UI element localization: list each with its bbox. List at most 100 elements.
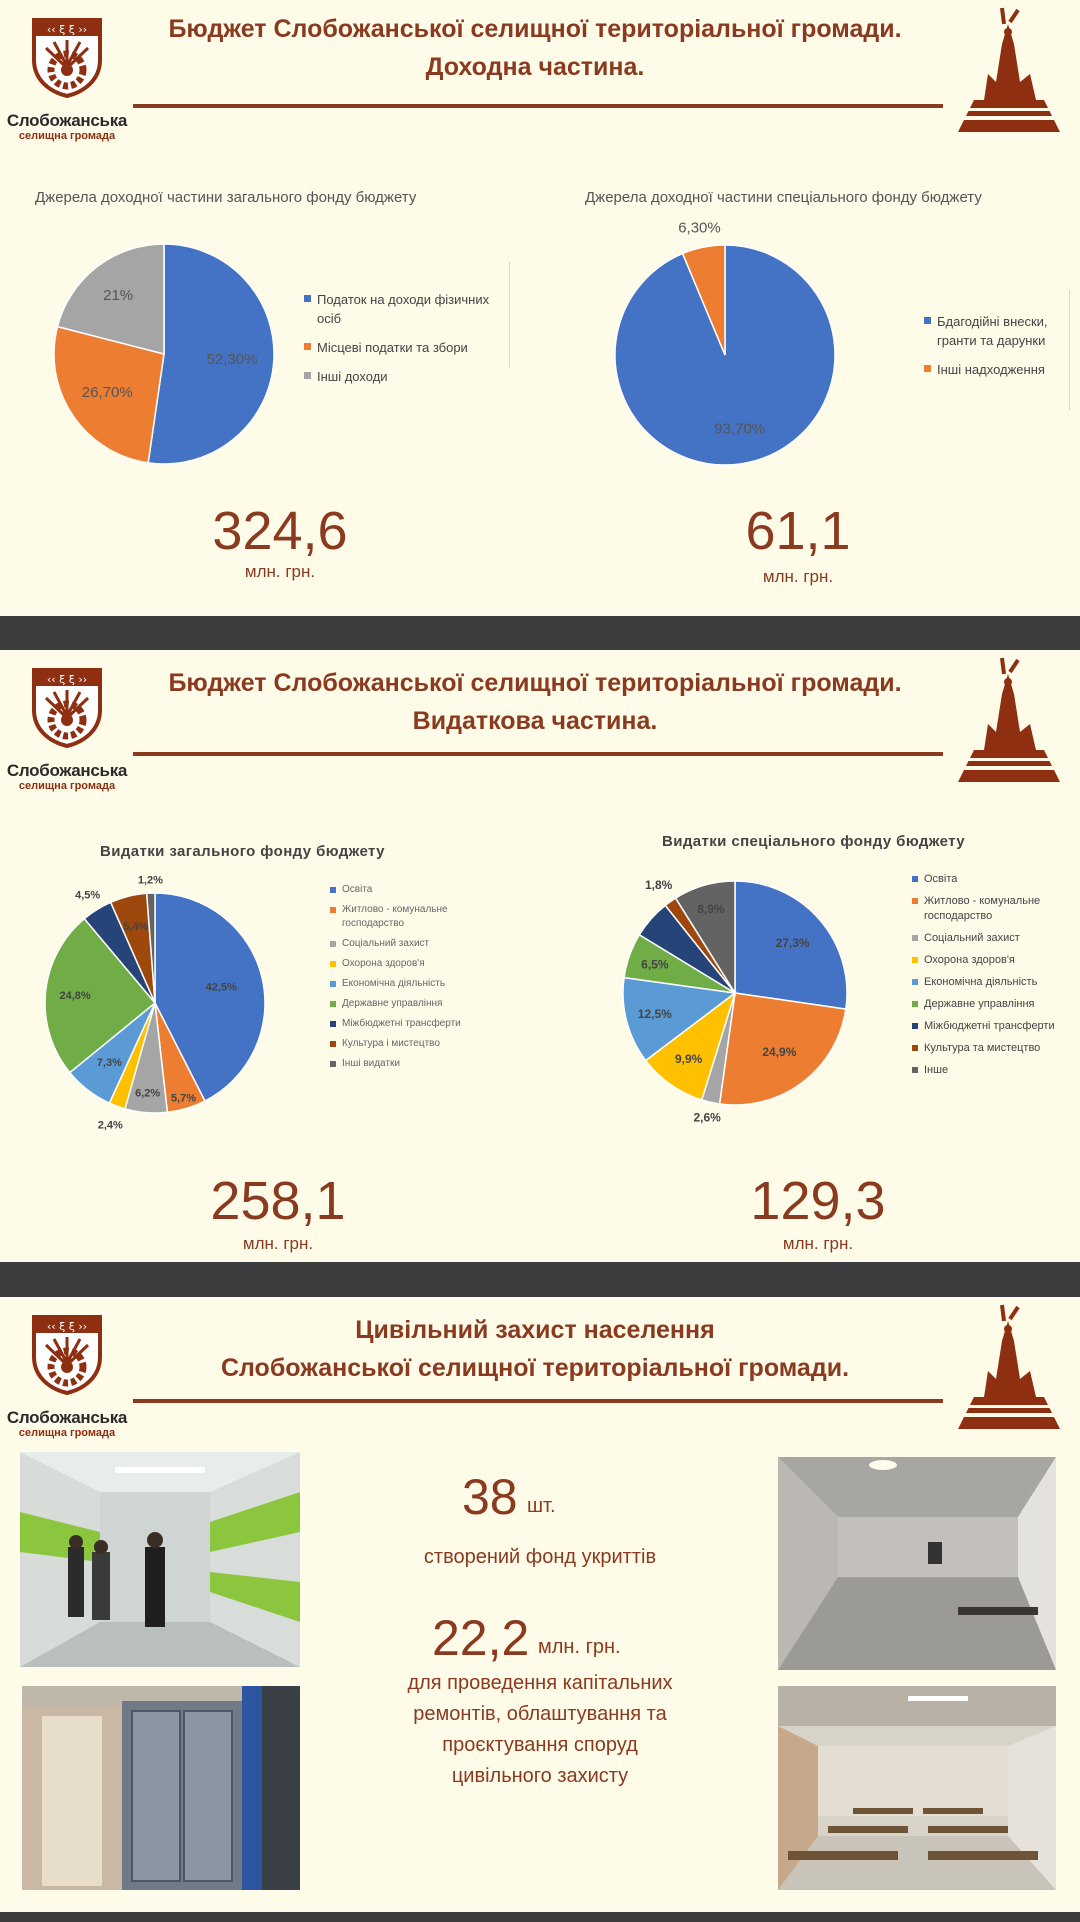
pie-chart-general-revenue: 52,30% 26,70% 21% xyxy=(53,243,275,465)
legend-divider xyxy=(509,262,510,368)
total-general-revenue: 324,6 xyxy=(212,501,348,561)
shelter-room-photo xyxy=(778,1457,1056,1670)
pie-slice xyxy=(674,880,736,996)
title-line-1: Бюджет Слобожанської селищної територіал… xyxy=(168,669,902,697)
title-line-2: Слобожанської селищної територіальної гр… xyxy=(220,1354,850,1382)
pie-slice xyxy=(718,992,847,1106)
total-unit: млн. грн. xyxy=(244,562,316,581)
caption-line: проєктування споруд xyxy=(442,1734,638,1756)
svg-text:‹‹ ξ ξ ››: ‹‹ ξ ξ ›› xyxy=(47,1320,87,1333)
total-special-revenue: 61,1 xyxy=(745,501,851,561)
legend-swatch xyxy=(912,1001,918,1007)
title-divider xyxy=(133,752,943,756)
data-label: 12,5% xyxy=(638,1007,672,1021)
legend-item: Житлово - комунальне господарство xyxy=(912,894,1077,924)
shelter-count-value: 38 xyxy=(462,1469,518,1525)
total-unit: млн. грн. xyxy=(782,1234,854,1253)
pie-slice xyxy=(44,917,157,1074)
legend-swatch xyxy=(330,1061,336,1067)
legend-swatch xyxy=(304,343,311,350)
total-special-expenditure: 129,3 xyxy=(750,1171,886,1231)
legend-swatch xyxy=(912,1067,918,1073)
data-label: 6,2% xyxy=(135,1088,160,1100)
legend-item: Бдагодійні внески, гранти та дарунки xyxy=(924,312,1074,350)
total-unit: млн. грн. xyxy=(242,1234,314,1253)
legend-item: Державне управління xyxy=(912,997,1077,1012)
legend-label: Міжбюджетні трансферти xyxy=(924,1020,1055,1032)
legend-item: Міжбюджетні трансферти xyxy=(912,1019,1077,1034)
legend-label: Податок на доходи фізичних осіб xyxy=(317,292,490,326)
legend-label: Культура та мистецтво xyxy=(924,1042,1041,1054)
shelter-count-unit: шт. xyxy=(527,1495,556,1517)
legend-item: Соціальний захист xyxy=(912,931,1077,946)
title-line-1: Цивільний захист населення xyxy=(355,1316,715,1344)
logo-subtitle: селищна громада xyxy=(18,780,116,792)
chart-title: Видатки спеціального фонду бюджету xyxy=(662,833,965,850)
pie-chart-special-revenue: 93,70% 6,30% xyxy=(614,220,836,466)
legend-item: Економічна діяльність xyxy=(912,975,1077,990)
legend-item: Економічна діяльність xyxy=(330,977,480,991)
slide-expenditure: ‹‹ ξ ξ ›› Слобожанська селищна громада Б… xyxy=(0,650,1080,1262)
total-unit: млн. грн. xyxy=(762,567,834,586)
legend-label: Інші доходи xyxy=(317,369,388,384)
caption-line: для проведення капітальних xyxy=(407,1672,673,1694)
legend-item: Житлово - комунальне господарство xyxy=(330,903,480,931)
data-label: 21% xyxy=(103,287,133,304)
legend-label: Охорона здоров'я xyxy=(342,958,425,969)
data-label: 2,4% xyxy=(98,1120,123,1132)
legend-swatch xyxy=(912,979,918,985)
legend-swatch xyxy=(330,1001,336,1007)
data-label: 7,3% xyxy=(97,1057,122,1069)
data-label: 24,9% xyxy=(762,1045,796,1059)
shelter-corridor-photo xyxy=(20,1452,300,1667)
legend-item: Державне управління xyxy=(330,997,480,1011)
chart-legend: Освіта Житлово - комунальне господарство С… xyxy=(912,872,1077,1085)
community-emblem-icon: ‹‹ ξ ξ ›› xyxy=(32,668,102,748)
pie-chart-general-expenditure: 42,5% 5,7% 6,2% 2,4% 7,3% 24,8% 4,5% 5,4% 1,2% xyxy=(44,875,266,1132)
funding-unit: млн. грн. xyxy=(538,1636,621,1658)
title-line-2: Видаткова частина. xyxy=(412,707,658,735)
legend-item: Інші видатки xyxy=(330,1057,480,1071)
slide-title: Цивільний захист населення Слобожанської… xyxy=(120,1311,950,1387)
logo: ‹‹ ξ ξ ›› Слобожанська селищна громада xyxy=(2,1311,132,1439)
slide-revenue: ‹‹ ξ ξ ›› Слобожанська селищна громада Б… xyxy=(0,0,1080,616)
data-label: 93,70% xyxy=(714,420,765,437)
legend-label: Економічна діяльність xyxy=(924,976,1038,988)
legend-label: Житлово - комунальне господарство xyxy=(342,904,448,929)
title-divider xyxy=(133,1399,943,1403)
legend-label: Освіта xyxy=(924,873,958,885)
chart-title: Джерела доходної частини спеціального фо… xyxy=(585,189,982,206)
legend-swatch xyxy=(912,898,918,904)
shelter-door-photo xyxy=(22,1686,300,1890)
caption-line: цивільного захисту xyxy=(451,1765,629,1787)
legend-swatch xyxy=(330,941,336,947)
monument-icon xyxy=(944,654,1074,782)
legend-swatch xyxy=(924,365,931,372)
legend-item: Соціальний захист xyxy=(330,937,480,951)
pie-slice xyxy=(56,243,165,355)
funding-value: 22,2 xyxy=(432,1610,530,1666)
legend-item: Міжбюджетні трансферти xyxy=(330,1017,480,1031)
data-label: 6,30% xyxy=(678,220,721,237)
funding-caption: для проведення капітальних ремонтів, обл… xyxy=(340,1668,740,1792)
legend-label: Освіта xyxy=(342,884,373,895)
legend-swatch xyxy=(304,372,311,379)
legend-label: Інші видатки xyxy=(342,1058,400,1069)
legend-swatch xyxy=(912,957,918,963)
legend-label: Економічна діяльність xyxy=(342,978,446,989)
legend-item: Освіта xyxy=(912,872,1077,887)
chart-title: Джерела доходної частини загального фонд… xyxy=(35,189,417,206)
legend-label: Бдагодійні внески, гранти та дарунки xyxy=(937,314,1048,348)
pie-slice xyxy=(734,880,848,1010)
svg-text:‹‹ ξ ξ ››: ‹‹ ξ ξ ›› xyxy=(47,23,87,36)
legend-label: Державне управління xyxy=(342,998,443,1009)
logo-subtitle: селищна громада xyxy=(18,130,116,142)
shelter-classroom-photo xyxy=(778,1686,1056,1890)
legend-swatch xyxy=(912,1023,918,1029)
chart-legend: Освіта Житлово - комунальне господарство С… xyxy=(330,883,480,1077)
legend-label: Охорона здоров'я xyxy=(924,954,1015,966)
slide-title: Бюджет Слобожанської селищної територіал… xyxy=(120,10,950,86)
pie-chart-special-expenditure: 27,3% 24,9% 2,6% 9,9% 12,5% 6,5% 1,8% 8,9% xyxy=(622,878,848,1125)
data-label: 24,8% xyxy=(59,990,90,1002)
pie-slice xyxy=(53,325,165,464)
